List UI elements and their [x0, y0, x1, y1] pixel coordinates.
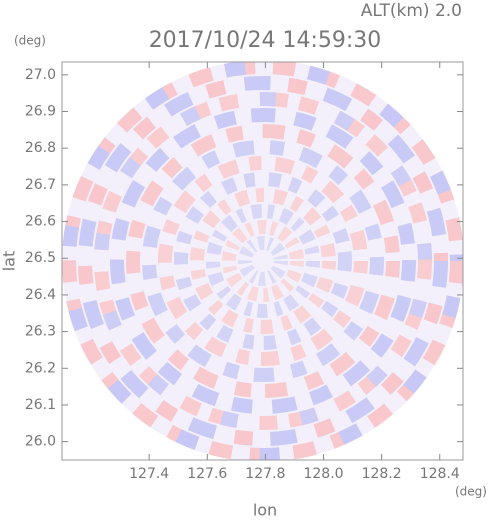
- plot-frame: [61, 61, 464, 461]
- x-tick-label: 128.2: [362, 466, 402, 482]
- y-tick-label: 26.2: [25, 360, 56, 376]
- y-tick-label: 26.9: [25, 104, 56, 120]
- y-tick-label: 26.5: [25, 250, 56, 266]
- x-tick-label: 128.0: [303, 466, 343, 482]
- x-unit: (deg): [455, 485, 487, 499]
- x-label: lon: [253, 501, 277, 520]
- chart-title: 2017/10/24 14:59:30: [149, 28, 382, 53]
- x-tick-label: 127.6: [187, 466, 227, 482]
- y-tick-label: 26.4: [25, 287, 56, 303]
- y-unit: (deg): [14, 34, 46, 48]
- altitude-label: ALT(km) 2.0: [361, 1, 462, 21]
- x-tick-label: 127.4: [129, 466, 169, 482]
- x-tick-label: 127.8: [245, 466, 285, 482]
- radar-field: [62, 62, 463, 460]
- x-tick-label: 128.4: [420, 466, 460, 482]
- y-tick-label: 26.6: [25, 214, 56, 230]
- y-tick-label: 26.8: [25, 140, 56, 156]
- y-tick-label: 26.0: [25, 434, 56, 450]
- y-tick-label: 26.7: [25, 177, 56, 193]
- y-tick-label: 26.3: [25, 324, 56, 340]
- y-tick-label: 27.0: [25, 67, 56, 83]
- y-label: lat: [0, 251, 19, 272]
- y-tick-label: 26.1: [25, 397, 56, 413]
